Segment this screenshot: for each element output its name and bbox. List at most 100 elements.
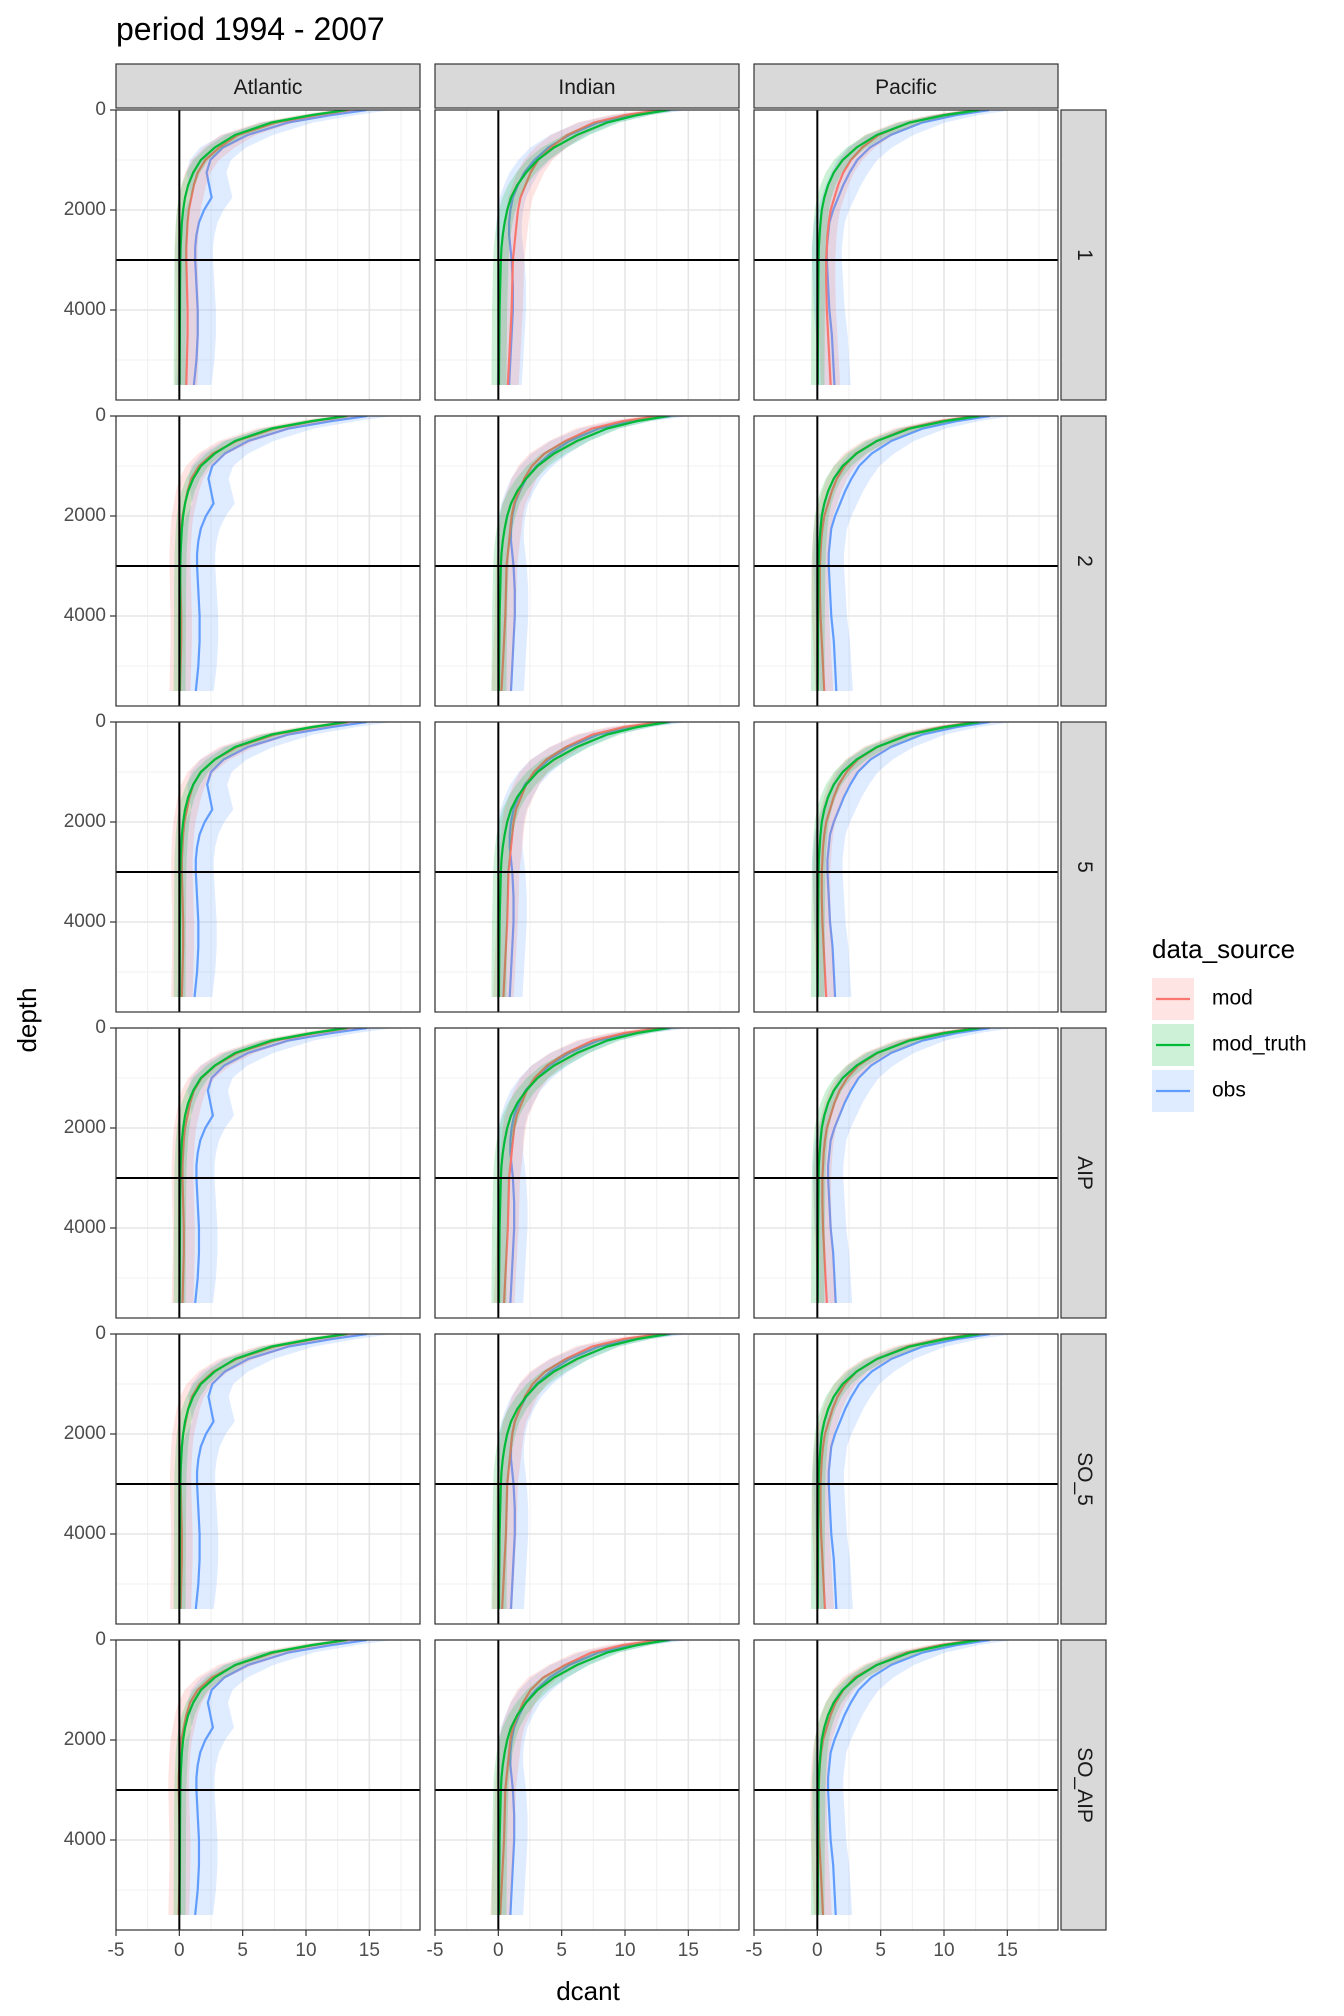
panel-border (434, 415, 740, 707)
ribbon-mod (490, 1640, 676, 1915)
x-tick-label: -5 (746, 1940, 763, 1961)
ribbon-mod (493, 1028, 677, 1303)
ribbon-mod (170, 1334, 366, 1609)
column-strip-label: Indian (558, 76, 615, 99)
panel-border (434, 1333, 740, 1625)
y-tick-label: 4000 (64, 605, 106, 626)
panel-background (435, 1334, 739, 1624)
legend-label: mod_truth (1212, 1033, 1307, 1056)
ribbon-obs (812, 722, 1013, 997)
panel-pacific-aip (753, 1027, 1059, 1319)
row-strip-box (1060, 1639, 1107, 1931)
x-tick-label: 0 (812, 1940, 823, 1961)
panel-background (754, 1334, 1058, 1624)
line-mod (502, 1028, 661, 1304)
y-tick-label: 4000 (64, 911, 106, 932)
x-tick-label: 15 (997, 1940, 1018, 1961)
row-strip-label: SO_AIP (1073, 1747, 1096, 1823)
line-mod (506, 110, 662, 386)
y-tick-label: 4000 (64, 1829, 106, 1850)
panel-border (434, 721, 740, 1013)
ribbon-obs (497, 722, 690, 997)
y-tick-label: 4000 (64, 1217, 106, 1238)
y-tick-label: 2000 (64, 505, 106, 526)
ribbon-obs (812, 1640, 1013, 1915)
panel-border (115, 721, 421, 1013)
y-tick-label: 2000 (64, 1423, 106, 1444)
panel-border (115, 1639, 421, 1931)
chart-title: period 1994 - 2007 (116, 11, 385, 47)
line-mod (499, 1640, 659, 1916)
x-tick-label: -5 (427, 1940, 444, 1961)
panel-indian-so_aip: -5 0 5 10 15 (427, 1639, 740, 1961)
panel-data (491, 1334, 690, 1610)
line-mod_truth (497, 416, 669, 692)
line-mod (501, 1334, 660, 1610)
row-strip-box (1060, 109, 1107, 401)
line-mod_truth (497, 1028, 669, 1304)
x-tick-label: 5 (875, 1940, 886, 1961)
panel-indian-aip (434, 1027, 740, 1319)
panel-data (169, 416, 393, 692)
line-mod_truth (497, 722, 669, 998)
row-strip-box (1060, 415, 1107, 707)
line-obs (194, 416, 368, 692)
x-tick-label: 15 (678, 1940, 699, 1961)
panel-border (115, 415, 421, 707)
row-strip-box (1060, 1333, 1107, 1625)
panel-border (434, 1027, 740, 1319)
panel-background (435, 1640, 739, 1930)
row-strip-5: 5 (1060, 721, 1107, 1013)
legend-entry-mod: mod (1152, 978, 1253, 1020)
y-tick-label: 0 (95, 711, 106, 732)
line-mod_truth (497, 1640, 669, 1916)
legend-label: obs (1212, 1079, 1246, 1102)
panel-border (115, 1027, 421, 1319)
ribbon-mod (169, 416, 366, 691)
panel-background (754, 416, 1058, 706)
line-obs (826, 1028, 990, 1304)
panel-indian-so_5 (434, 1333, 740, 1625)
panel-background (754, 1640, 1058, 1930)
panel-background (435, 110, 739, 400)
y-tick-label: 2000 (64, 1729, 106, 1750)
y-tick-label: 2000 (64, 199, 106, 220)
legend-label: mod (1212, 987, 1253, 1010)
ribbon-mod (813, 1028, 991, 1303)
line-obs (827, 416, 991, 692)
x-tick-label: 0 (493, 1940, 504, 1961)
x-tick-label: 10 (933, 1940, 954, 1961)
y-tick-label: 0 (95, 99, 106, 120)
y-tick-label: 4000 (64, 299, 106, 320)
ribbon-obs (176, 722, 393, 997)
line-obs (193, 722, 367, 998)
line-obs (825, 110, 990, 386)
ribbon-mod (497, 110, 678, 385)
panel-background (435, 722, 739, 1012)
panel-border (434, 109, 740, 401)
ribbon-obs (497, 1640, 690, 1915)
panel-data (491, 110, 690, 386)
ribbon-mod (811, 416, 990, 691)
row-strip-label: 5 (1073, 861, 1096, 873)
ribbon-mod (811, 1334, 990, 1609)
panel-data (490, 1640, 690, 1916)
line-obs (826, 722, 990, 998)
ribbon-mod (492, 1334, 676, 1609)
ribbon-mod (810, 1640, 990, 1915)
facet-grid: Atlantic Indian Pacific 1 2 5 AIP SO_5 SO_AIP 0 20… (64, 63, 1107, 1961)
ribbon-mod (813, 722, 991, 997)
panel-border (115, 109, 421, 401)
panel-data (491, 416, 690, 692)
ribbon-mod (171, 722, 367, 997)
panel-pacific-1 (753, 109, 1059, 401)
line-obs (826, 1640, 990, 1916)
panel-border (753, 1333, 1059, 1625)
line-mod (502, 722, 660, 998)
column-strip-indian: Indian (434, 63, 740, 109)
ribbon-mod (171, 1028, 367, 1303)
ribbon-mod (493, 722, 677, 997)
row-strip-box (1060, 721, 1107, 1013)
panel-data (491, 1028, 690, 1304)
x-tick-label: -5 (108, 1940, 125, 1961)
